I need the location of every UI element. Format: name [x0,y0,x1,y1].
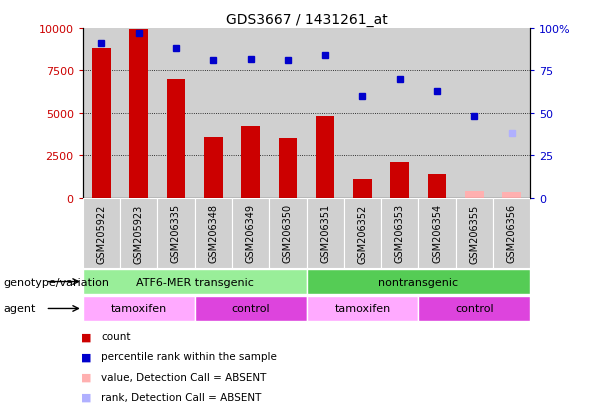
Text: GSM206348: GSM206348 [208,204,218,263]
Text: GSM206351: GSM206351 [320,204,330,263]
Bar [269,198,306,268]
Bar [158,198,195,268]
Bar [419,29,455,198]
Text: GSM206350: GSM206350 [283,204,293,263]
Bar [390,163,409,198]
Bar [418,297,530,321]
Bar [269,29,306,198]
Text: tamoxifen: tamoxifen [334,304,390,314]
Bar [83,270,306,294]
Bar [493,198,530,268]
Bar [493,29,530,198]
Title: GDS3667 / 1431261_at: GDS3667 / 1431261_at [226,12,387,26]
Bar [195,29,232,198]
Text: ■: ■ [80,351,91,361]
Bar [92,49,111,198]
Text: control: control [231,304,270,314]
Bar [232,198,269,268]
Bar [195,297,306,321]
Text: ATF6-MER transgenic: ATF6-MER transgenic [135,277,254,287]
Bar [83,198,120,268]
Bar [465,192,484,198]
Text: percentile rank within the sample: percentile rank within the sample [101,351,277,361]
Text: rank, Detection Call = ABSENT: rank, Detection Call = ABSENT [101,392,262,402]
Bar [455,198,493,268]
Text: ■: ■ [80,372,91,382]
Bar [232,29,269,198]
Text: ■: ■ [80,392,91,402]
Bar [158,29,195,198]
Bar [129,30,148,198]
Bar [344,29,381,198]
Text: GSM206356: GSM206356 [506,204,517,263]
Bar [83,29,120,198]
Bar [353,180,371,198]
Text: nontransgenic: nontransgenic [378,277,459,287]
Text: GSM206353: GSM206353 [395,204,405,263]
Bar [306,297,418,321]
Bar [167,80,185,198]
Bar [418,198,455,268]
Bar [306,29,344,198]
Text: control: control [455,304,493,314]
Text: GSM206354: GSM206354 [432,204,442,263]
Bar [381,198,418,268]
Bar [306,198,344,268]
Bar [316,117,335,198]
Bar [204,137,223,198]
Text: value, Detection Call = ABSENT: value, Detection Call = ABSENT [101,372,267,382]
Bar [381,29,419,198]
Text: agent: agent [3,304,36,314]
Text: GSM205923: GSM205923 [134,204,143,263]
Bar [242,127,260,198]
Bar [120,29,158,198]
Bar [83,297,195,321]
Text: genotype/variation: genotype/variation [3,277,109,287]
Bar [455,29,493,198]
Bar [502,192,521,198]
Text: count: count [101,331,131,342]
Bar [278,139,297,198]
Text: GSM205922: GSM205922 [96,204,107,263]
Bar [120,198,158,268]
Text: GSM206349: GSM206349 [246,204,256,263]
Text: tamoxifen: tamoxifen [110,304,167,314]
Text: ■: ■ [80,331,91,342]
Bar [195,198,232,268]
Bar [306,270,530,294]
Text: GSM206335: GSM206335 [171,204,181,263]
Bar [344,198,381,268]
Text: GSM206355: GSM206355 [470,204,479,263]
Bar [428,175,446,198]
Text: GSM206352: GSM206352 [357,204,367,263]
